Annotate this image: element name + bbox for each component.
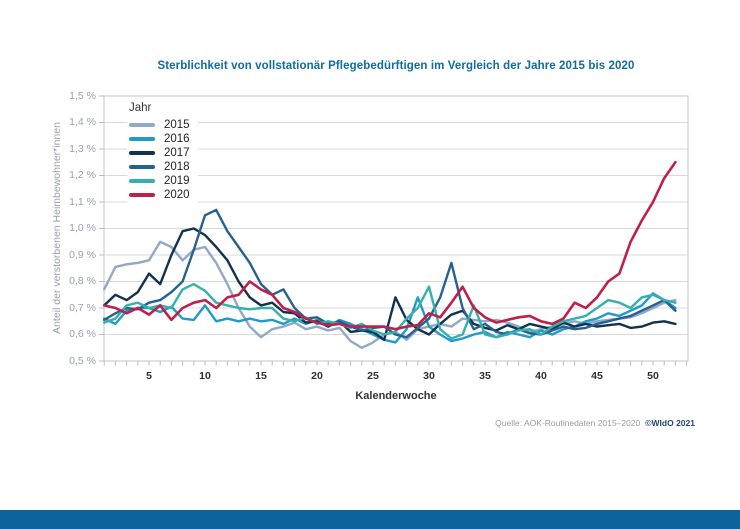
- chart-title: Sterblichkeit von vollstationär Pflegebe…: [157, 60, 635, 72]
- y-tick-label: 0,7 %: [69, 301, 96, 314]
- legend-label-2017: 2017: [164, 147, 190, 159]
- x-tick-label: 50: [647, 370, 659, 382]
- y-tick-label: 1,0 %: [69, 222, 96, 234]
- series-line-2019: [102, 282, 677, 340]
- legend-label-2016: 2016: [164, 133, 190, 145]
- legend-item-2018: 2018: [129, 160, 190, 174]
- series-line-2016: [102, 292, 677, 344]
- legend-label-2015: 2015: [164, 119, 190, 131]
- legend-swatch-2020: [129, 193, 155, 197]
- legend-item-2017: 2017: [129, 146, 190, 160]
- x-tick-label: 15: [255, 370, 267, 382]
- footer-brand: ©WIdO 2021: [645, 418, 695, 428]
- legend-item-2015: 2015: [129, 118, 190, 132]
- y-tick-label: 1,2 %: [69, 169, 96, 181]
- bottom-brand-bar: [0, 510, 740, 529]
- legend-item-2019: 2019: [129, 174, 190, 188]
- series-line-2020: [102, 161, 677, 331]
- legend-rows: 2015 2016 2017 2018 2019 2020: [129, 118, 190, 202]
- y-tick-label: 0,5 %: [69, 354, 96, 367]
- series-line-2018: [102, 208, 677, 339]
- legend-swatch-2016: [129, 137, 155, 141]
- legend-swatch-2018: [129, 165, 155, 169]
- y-tick-label: 0,8 %: [69, 275, 96, 287]
- footer: Quelle: AOK-Routinedaten 2015–2020 ©WIdO …: [495, 418, 695, 428]
- legend-title: Jahr: [129, 102, 152, 114]
- y-tick-label: 1,5 %: [69, 89, 96, 102]
- x-tick-label: 45: [591, 370, 603, 382]
- x-tick-label: 10: [199, 370, 211, 382]
- x-tick-label: 40: [535, 370, 547, 382]
- legend-swatch-2015: [129, 123, 155, 127]
- x-tick-label: 20: [311, 370, 323, 382]
- x-tick-label: 5: [146, 370, 152, 382]
- y-tick-label: 1,4 %: [69, 116, 96, 128]
- footer-source: Quelle: AOK-Routinedaten 2015–2020: [495, 418, 641, 428]
- y-tick-label: 1,3 %: [69, 142, 96, 155]
- x-tick-label: 25: [367, 370, 379, 382]
- legend-label-2018: 2018: [164, 161, 190, 173]
- x-tick-label: 30: [423, 370, 435, 382]
- legend-label-2019: 2019: [164, 175, 190, 187]
- y-tick-label: 0,6 %: [69, 328, 96, 340]
- y-tick-label: 0,9 %: [69, 248, 96, 261]
- x-axis-title: Kalenderwoche: [355, 390, 437, 402]
- y-tick-label: 1,1 %: [69, 195, 96, 208]
- legend-swatch-2019: [129, 179, 155, 183]
- legend-item-2016: 2016: [129, 132, 190, 146]
- legend-label-2020: 2020: [164, 189, 190, 201]
- x-tick-label: 35: [479, 370, 491, 382]
- legend-swatch-2017: [129, 151, 155, 155]
- legend-item-2020: 2020: [129, 188, 190, 202]
- legend: Jahr 2015 2016 2017 2018 2019 2020: [127, 101, 198, 205]
